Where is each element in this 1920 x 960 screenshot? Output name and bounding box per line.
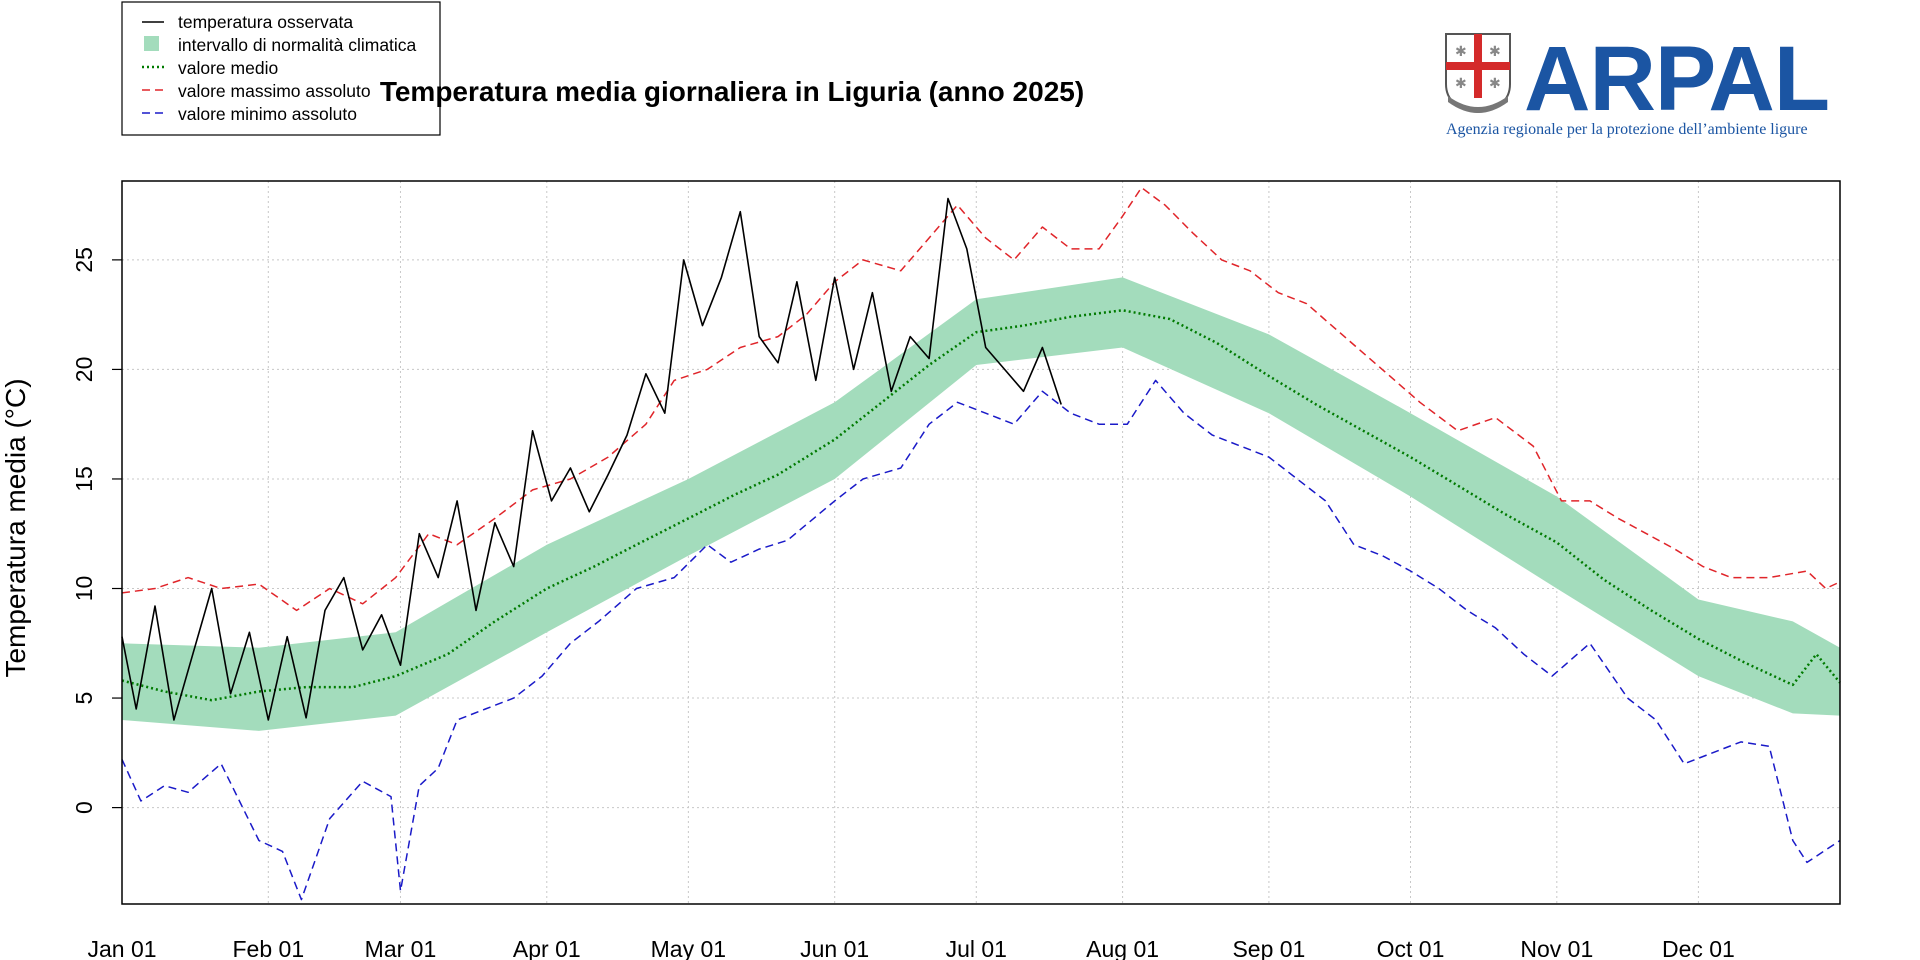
legend-label-min: valore minimo assoluto [178,104,357,124]
axes: Jan 01 Feb 01 Mar 01 Apr 01 May 01 Jun 01 Jul … [71,247,1735,960]
svg-text:✱: ✱ [1489,76,1501,92]
plot-frame [121,180,1841,905]
x-tick-label: Aug 01 [1086,936,1159,960]
legend-label-observed: temperatura osservata [178,12,353,32]
legend: temperatura osservata intervallo di norm… [121,1,441,136]
x-tick-label: Oct 01 [1377,936,1445,960]
min-series-line [121,379,1841,901]
grid [121,181,1840,904]
y-tick-label: 0 [71,801,97,814]
x-tick-label: Jun 01 [800,936,869,960]
logo-subtitle: Agenzia regionale per la protezione dell… [1446,121,1808,138]
svg-text:✱: ✱ [1489,44,1501,60]
chart-title: Temperatura media giornaliera in Liguria… [380,76,1084,107]
x-tick-label: Jul 01 [946,936,1007,960]
x-tick-label: Mar 01 [365,936,437,960]
svg-text:✱: ✱ [1455,44,1467,60]
y-axis-label: Temperatura media (°C) [0,378,31,677]
max-series-line [121,186,1841,612]
x-tick-label: Dec 01 [1662,936,1735,960]
logo-wordmark: ARPAL [1524,28,1829,130]
x-tick-label: Feb 01 [233,936,305,960]
legend-box [121,1,441,136]
x-tick-label: Sep 01 [1232,936,1305,960]
y-tick-label: 10 [71,576,97,602]
x-tick-label: May 01 [651,936,726,960]
y-tick-label: 20 [71,357,97,383]
y-tick-label: 5 [71,692,97,705]
x-tick-label: Nov 01 [1520,936,1593,960]
series-lines [121,186,1841,901]
legend-label-mean: valore medio [178,58,278,78]
legend-label-max: valore massimo assoluto [178,81,371,101]
y-tick-label: 15 [71,466,97,492]
svg-text:✱: ✱ [1455,76,1467,92]
x-tick-label: Apr 01 [513,936,581,960]
legend-swatch-band [144,36,159,51]
arpal-logo: ✱ ✱ ✱ ✱ ARPAL Agenzia regionale per la p… [1445,28,1830,138]
normal-range-band [122,277,1840,731]
liguria-shield-icon: ✱ ✱ ✱ ✱ [1445,33,1511,114]
y-tick-label: 25 [71,247,97,273]
legend-label-band: intervallo di normalità climatica [178,35,417,55]
observed-series-line [121,197,1062,721]
x-tick-label: Jan 01 [87,936,156,960]
band-area [122,277,1840,731]
